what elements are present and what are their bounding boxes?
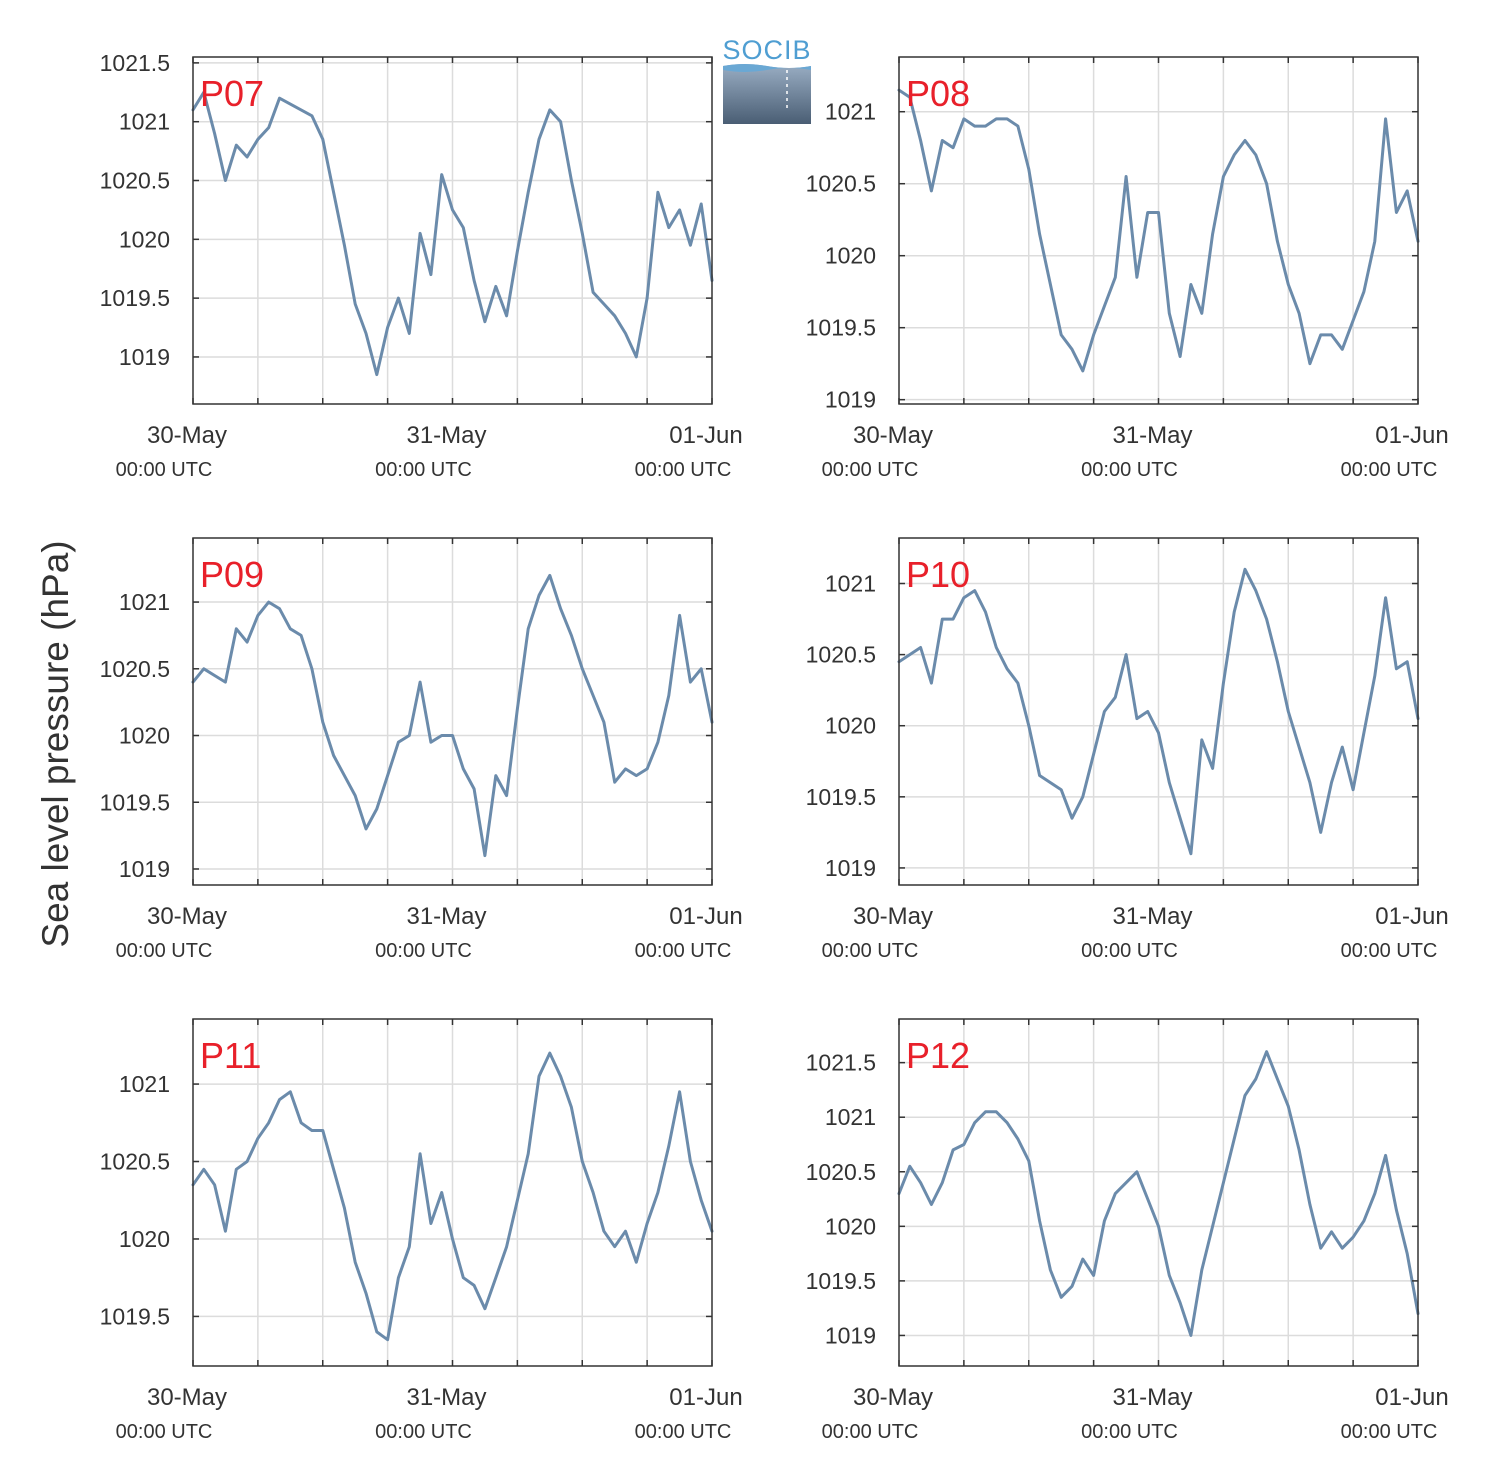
y-tick-label: 1021.5: [806, 1050, 876, 1076]
y-tick-label: 1019: [119, 856, 170, 882]
x-tick-label-time: 00:00 UTC: [375, 1421, 472, 1443]
x-tick-label-date: 31-May: [406, 1384, 486, 1411]
socib-logo-text: SOCIB: [722, 35, 811, 65]
panel-p12: 1019 1019.5 1020 1020.5 1021 1021.5 30-May 00:0…: [806, 1018, 1449, 1443]
x-tick-label-date: 30-May: [853, 903, 933, 930]
y-tick-label: 1020: [119, 226, 170, 252]
panel-p08: 1019 1019.5 1020 1020.5 1021 30-May 00:00 UTC 3…: [806, 56, 1449, 481]
y-tick-label: 1020.5: [100, 168, 170, 194]
x-tick-label-date: 31-May: [1112, 1384, 1192, 1411]
y-tick-label: 1021: [825, 571, 876, 597]
x-tick-label-time: 00:00 UTC: [375, 459, 472, 481]
y-tick-label: 1021.5: [100, 50, 170, 76]
x-tick-label-time: 00:00 UTC: [1341, 459, 1438, 481]
x-tick-label-date: 30-May: [147, 1384, 227, 1411]
station-label: P11: [200, 1035, 261, 1076]
y-tick-label: 1020.5: [100, 1149, 170, 1175]
x-tick-label-date: 30-May: [853, 1384, 933, 1411]
x-tick-label-date: 01-Jun: [1375, 903, 1448, 930]
x-tick-label-date: 30-May: [853, 422, 933, 449]
x-tick-label-date: 01-Jun: [669, 1384, 742, 1411]
x-tick-label-time: 00:00 UTC: [635, 459, 732, 481]
station-label: P07: [200, 73, 264, 114]
y-tick-label: 1020: [119, 1226, 170, 1252]
y-tick-label: 1020: [825, 713, 876, 739]
y-tick-label: 1019.5: [806, 315, 876, 341]
y-tick-label: 1021: [119, 1071, 170, 1097]
y-tick-label: 1020.5: [806, 642, 876, 668]
x-tick-label-date: 01-Jun: [669, 422, 742, 449]
x-tick-label-time: 00:00 UTC: [822, 459, 919, 481]
y-tick-label: 1019: [119, 344, 170, 370]
x-tick-label-time: 00:00 UTC: [822, 1421, 919, 1443]
series-line-p07: [191, 90, 714, 377]
x-tick-label-time: 00:00 UTC: [1081, 1421, 1178, 1443]
y-tick-label: 1021: [825, 99, 876, 125]
y-tick-label: 1019: [825, 1322, 876, 1348]
x-tick-label-time: 00:00 UTC: [375, 940, 472, 962]
y-tick-label: 1019.5: [806, 784, 876, 810]
y-tick-label: 1019.5: [806, 1268, 876, 1294]
chart-panels: 1019 1019.5 1020 1020.5 1021 1021.5 30-May 00:0…: [100, 50, 1449, 1443]
y-tick-label: 1019.5: [100, 789, 170, 815]
x-tick-label-time: 00:00 UTC: [1081, 940, 1178, 962]
x-tick-label-time: 00:00 UTC: [1341, 1421, 1438, 1443]
x-tick-label-date: 30-May: [147, 903, 227, 930]
panel-p11: 1019.5 1020 1020.5 1021 30-May 00:00 UTC 31-Ma…: [100, 1018, 743, 1443]
series-line-p08: [897, 88, 1420, 373]
x-tick-label-date: 30-May: [147, 422, 227, 449]
y-tick-label: 1019: [825, 387, 876, 413]
x-tick-label-time: 00:00 UTC: [635, 940, 732, 962]
station-label: P10: [906, 554, 970, 595]
x-tick-label-time: 00:00 UTC: [116, 459, 213, 481]
y-tick-label: 1021: [119, 589, 170, 615]
x-tick-label-time: 00:00 UTC: [1081, 459, 1178, 481]
station-label: P08: [906, 73, 970, 114]
x-tick-label-date: 31-May: [406, 903, 486, 930]
station-label: P12: [906, 1035, 970, 1076]
x-tick-label-date: 01-Jun: [1375, 422, 1448, 449]
panel-p07: 1019 1019.5 1020 1020.5 1021 1021.5 30-May 00:0…: [100, 50, 743, 481]
series-line-p09: [191, 573, 714, 858]
y-tick-label: 1021: [119, 109, 170, 135]
station-label: P09: [200, 554, 264, 595]
series-line-p11: [191, 1051, 714, 1342]
y-tick-label: 1021: [825, 1104, 876, 1130]
y-tick-label: 1020: [825, 1213, 876, 1239]
y-tick-label: 1019.5: [100, 285, 170, 311]
panel-p09: 1019 1019.5 1020 1020.5 1021 30-May 00:00 UTC 3…: [100, 537, 743, 962]
y-tick-label: 1019: [825, 855, 876, 881]
x-tick-label-time: 00:00 UTC: [1341, 940, 1438, 962]
figure-ylabel: Sea level pressure (hPa): [35, 540, 76, 947]
y-tick-label: 1020: [825, 243, 876, 269]
y-tick-label: 1019.5: [100, 1303, 170, 1329]
y-tick-label: 1020.5: [806, 171, 876, 197]
x-tick-label-time: 00:00 UTC: [116, 1421, 213, 1443]
y-tick-label: 1020.5: [806, 1159, 876, 1185]
y-tick-label: 1020.5: [100, 656, 170, 682]
x-tick-label-date: 31-May: [1112, 422, 1192, 449]
x-tick-label-time: 00:00 UTC: [635, 1421, 732, 1443]
x-tick-label-date: 01-Jun: [1375, 1384, 1448, 1411]
series-line-p10: [897, 567, 1420, 856]
x-tick-label-date: 01-Jun: [669, 903, 742, 930]
y-tick-label: 1020: [119, 723, 170, 749]
x-tick-label-date: 31-May: [406, 422, 486, 449]
x-tick-label-date: 31-May: [1112, 903, 1192, 930]
series-line-p12: [897, 1050, 1420, 1337]
x-tick-label-time: 00:00 UTC: [822, 940, 919, 962]
panel-p10: 1019 1019.5 1020 1020.5 1021 30-May 00:00 UTC 3…: [806, 537, 1449, 962]
x-tick-label-time: 00:00 UTC: [116, 940, 213, 962]
socib-logo: SOCIB: [722, 35, 811, 124]
